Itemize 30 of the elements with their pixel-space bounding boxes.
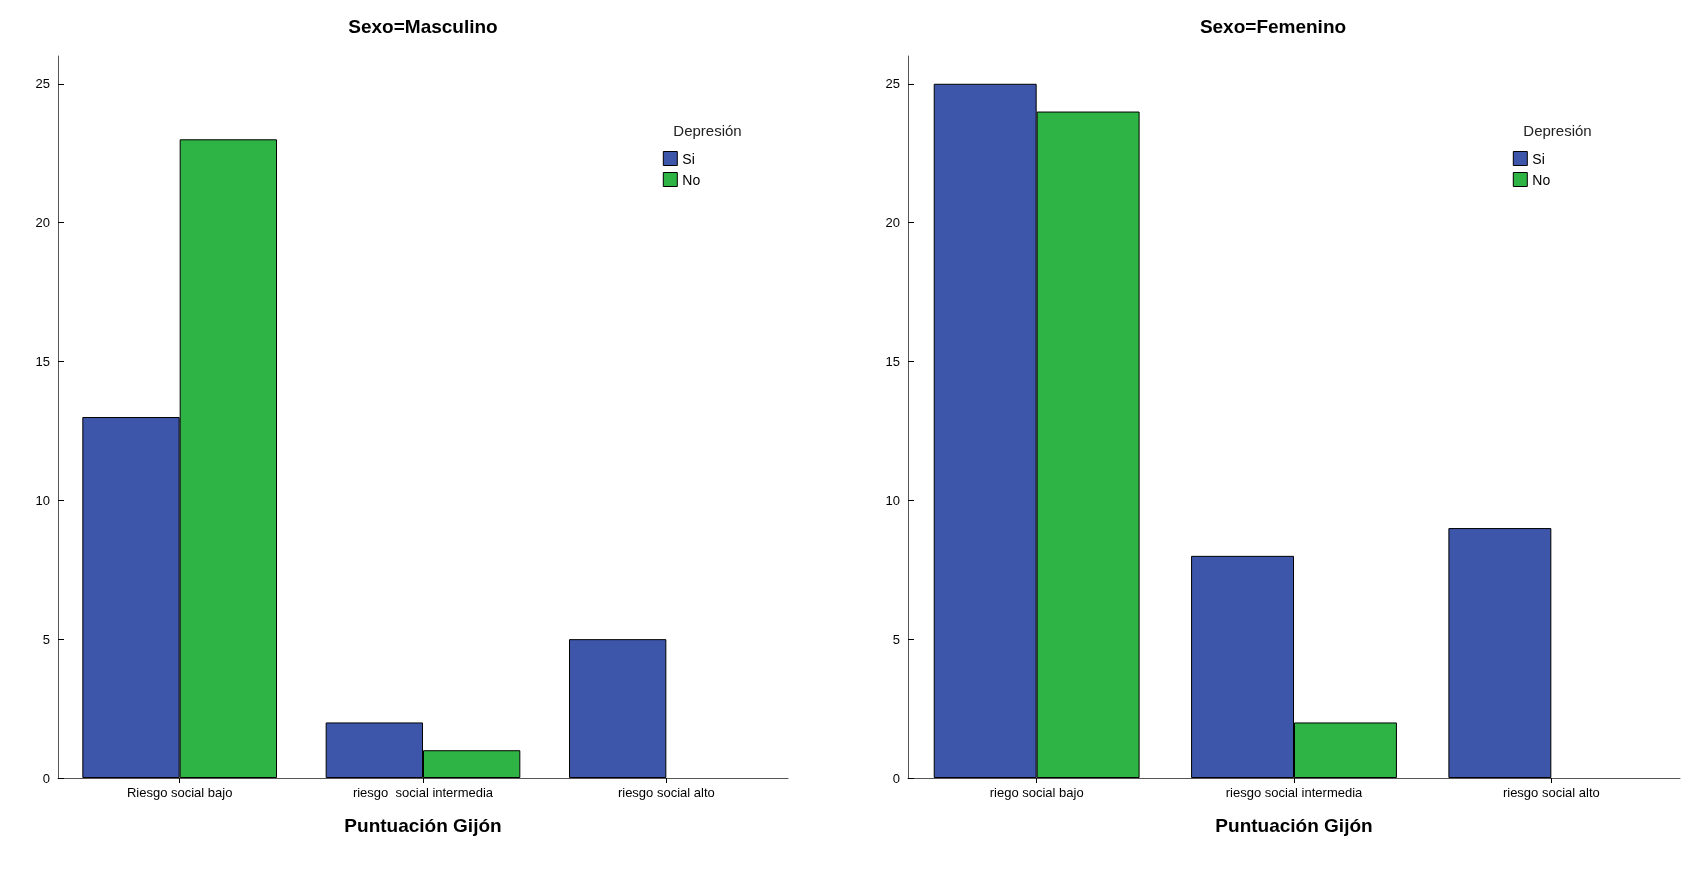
y-tick-label: 20 — [885, 215, 900, 231]
x-axis-title: Puntuación Gijón — [1215, 815, 1373, 836]
y-tick-label: 10 — [35, 492, 50, 508]
y-tick-label: 0 — [42, 770, 50, 786]
y-tick-label: 5 — [892, 631, 900, 647]
y-tick-label: 5 — [42, 631, 50, 647]
legend-label: No — [682, 171, 701, 188]
y-tick-label: 10 — [885, 492, 900, 508]
y-tick-label: 20 — [35, 215, 50, 231]
y-tick-label: 0 — [892, 770, 900, 786]
legend-label: Si — [682, 150, 695, 167]
chart-title: Sexo=Femenino — [1199, 16, 1347, 37]
x-axis-title: Puntuación Gijón — [344, 815, 502, 836]
x-tick-label: riesgo social intermedia — [352, 785, 494, 800]
x-tick-label: riesgo social intermedia — [1225, 785, 1364, 800]
x-tick-label: riesgo social alto — [617, 785, 715, 800]
bar — [1448, 528, 1552, 778]
y-tick-label: 15 — [885, 353, 900, 369]
x-tick-label: riego social bajo — [989, 785, 1084, 800]
y-tick-label: 15 — [35, 353, 50, 369]
x-tick-label: riesgo social alto — [1502, 785, 1600, 800]
legend-label: Si — [1532, 150, 1545, 167]
legend-title: Depresión — [673, 122, 742, 139]
bar — [569, 639, 667, 778]
y-tick-label: 25 — [35, 76, 50, 92]
legend-label: No — [1532, 171, 1551, 188]
legend-title: Depresión — [1523, 122, 1592, 139]
chart-title: Sexo=Masculino — [348, 16, 498, 37]
y-tick-label: 25 — [885, 76, 900, 92]
x-tick-label: Riesgo social bajo — [126, 785, 233, 800]
